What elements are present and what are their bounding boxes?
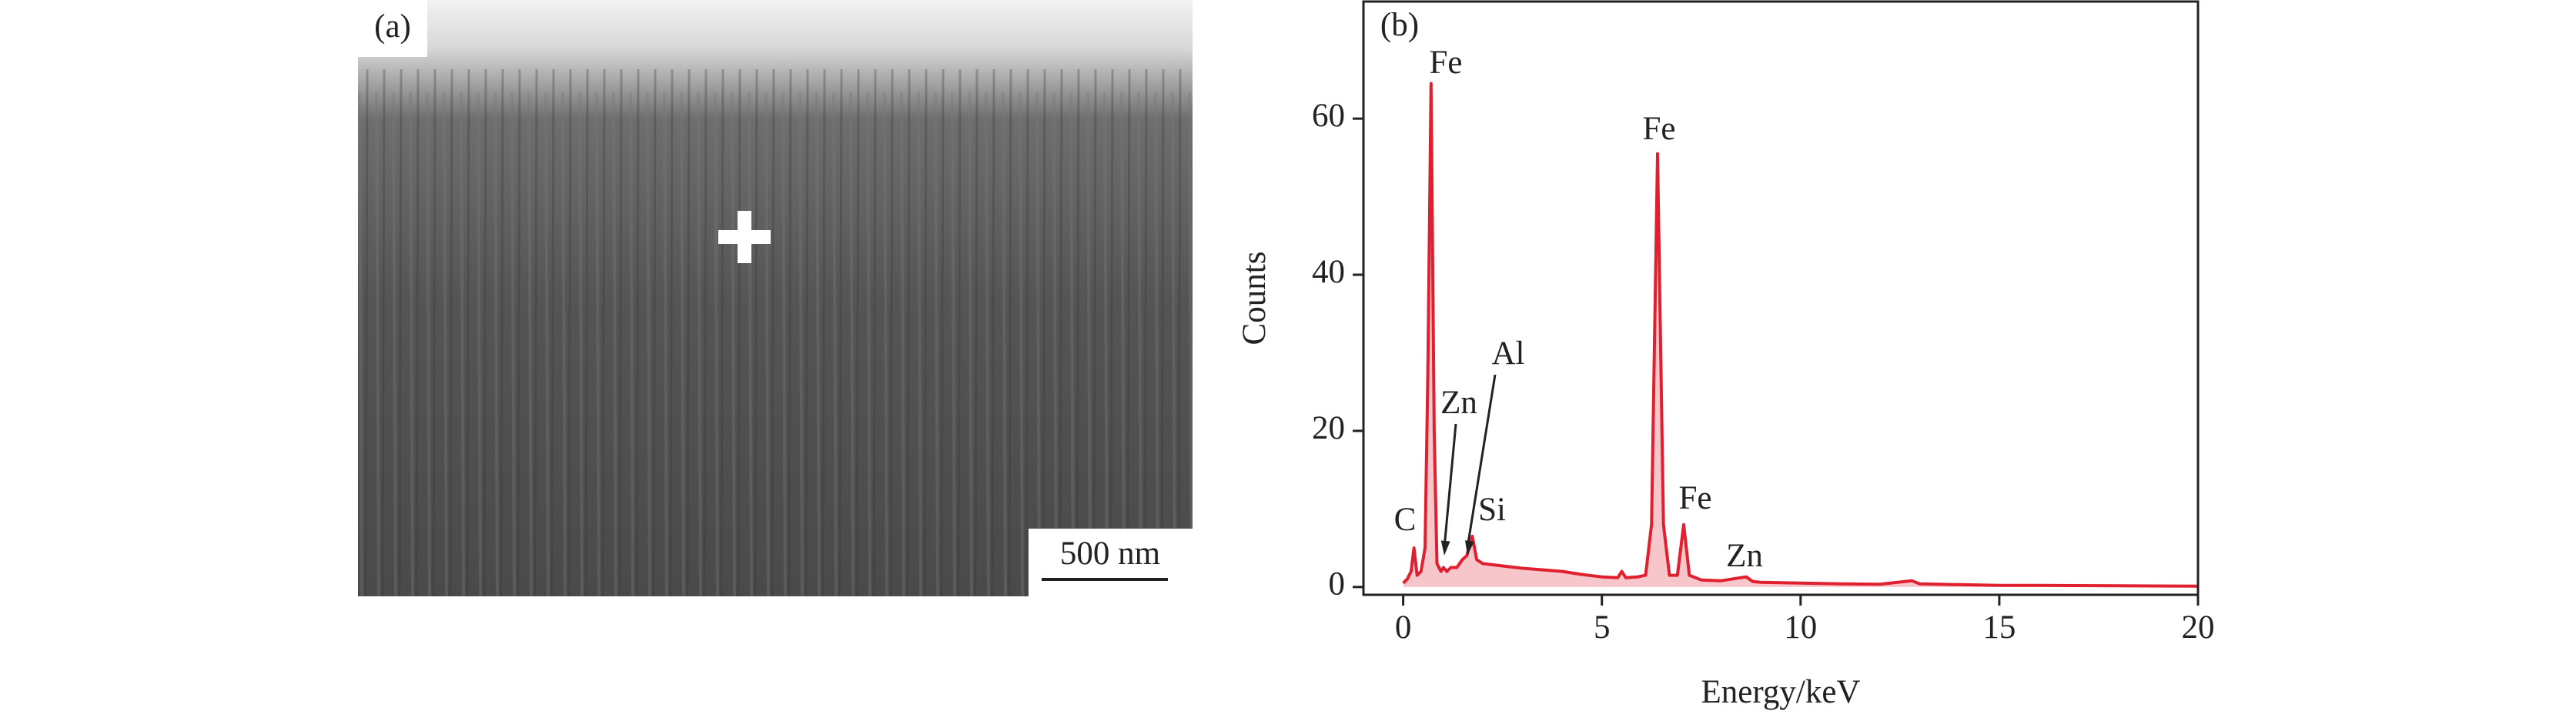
- x-tick-label: 15: [1982, 609, 2016, 646]
- x-tick-label: 20: [2182, 609, 2215, 646]
- peak-label: Al: [1492, 335, 1525, 372]
- scale-bar-label: 500 nm: [1060, 536, 1160, 572]
- sem-texture: [358, 0, 1193, 596]
- peak-label: Zn: [1440, 385, 1477, 421]
- plot-frame: [1362, 0, 2200, 596]
- x-axis-label: Energy/keV: [1701, 674, 1861, 710]
- x-tick-label: 10: [1784, 609, 1817, 646]
- label-box: [358, 0, 427, 57]
- peak-label: Fe: [1679, 480, 1712, 516]
- y-tick-label: 60: [1312, 98, 1345, 134]
- scale-bar-box: [1029, 529, 1193, 596]
- x-tick-label: 5: [1594, 609, 1611, 646]
- y-axis-label: Counts: [1236, 252, 1273, 345]
- panel-a: (a) 500 nm: [358, 0, 1193, 596]
- arrow-head: [1465, 540, 1474, 556]
- panel-label: (a): [374, 8, 411, 45]
- marker-cross: [718, 211, 771, 263]
- y-tick-label: 0: [1329, 566, 1346, 603]
- arrow-head: [1440, 540, 1450, 556]
- peak-label: C: [1394, 502, 1417, 538]
- peak-label: Si: [1478, 492, 1506, 528]
- panel-b: 0 5 10 15 20 0 20 40 60 Energy/keV Counts (b) C Fe Zn A…: [1236, 0, 2215, 710]
- panel-label: (b): [1380, 7, 1419, 43]
- y-tick-label: 40: [1312, 254, 1345, 290]
- x-tick-label: 0: [1395, 609, 1412, 646]
- y-tick-label: 20: [1312, 410, 1345, 446]
- peak-label: Fe: [1430, 45, 1463, 81]
- peak-label: Fe: [1643, 111, 1676, 147]
- line: [1402, 82, 2199, 588]
- annotation-arrow: [1466, 374, 1497, 549]
- peak-label: Zn: [1726, 538, 1763, 574]
- annotation-arrow: [1443, 423, 1457, 549]
